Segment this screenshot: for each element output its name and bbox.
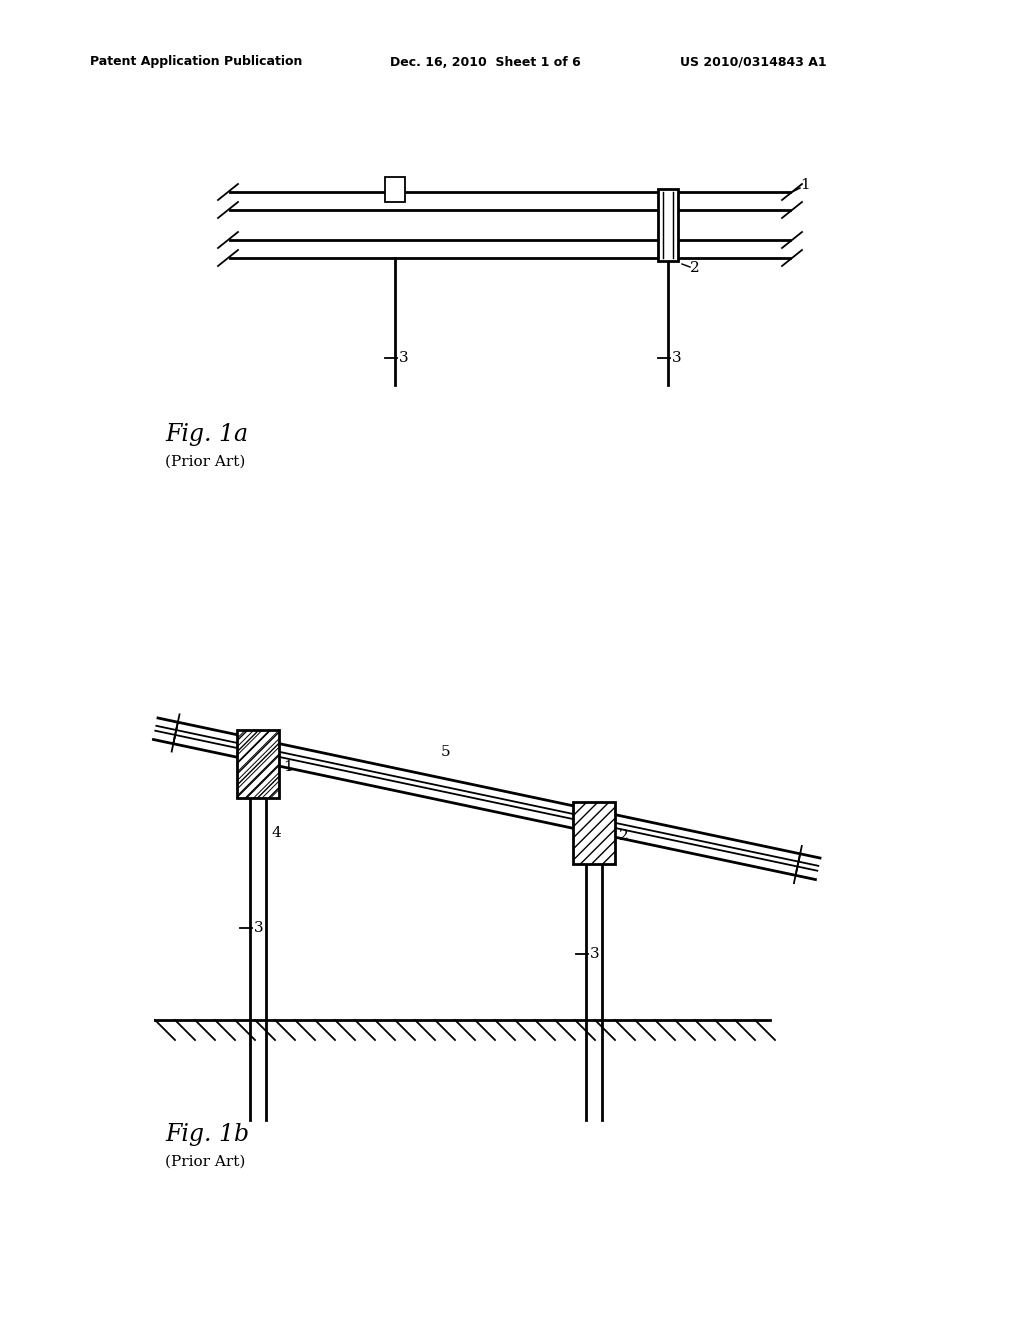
- Text: 3: 3: [399, 351, 409, 366]
- Text: 2: 2: [690, 261, 699, 275]
- Text: (Prior Art): (Prior Art): [165, 455, 246, 469]
- Bar: [658, 189, 678, 261]
- Text: US 2010/0314843 A1: US 2010/0314843 A1: [680, 55, 826, 69]
- Text: (Prior Art): (Prior Art): [165, 1155, 246, 1170]
- Text: 3: 3: [590, 946, 599, 961]
- Text: 3: 3: [672, 351, 682, 366]
- Bar: [573, 803, 615, 865]
- Bar: [237, 730, 279, 799]
- Text: Dec. 16, 2010  Sheet 1 of 6: Dec. 16, 2010 Sheet 1 of 6: [390, 55, 581, 69]
- Bar: [237, 730, 279, 799]
- Text: Fig. 1b: Fig. 1b: [165, 1123, 249, 1147]
- Bar: [573, 803, 615, 865]
- Text: 2: 2: [618, 829, 629, 843]
- Text: 1: 1: [283, 760, 293, 775]
- Text: 4: 4: [271, 826, 282, 840]
- Text: 1: 1: [800, 178, 810, 191]
- Text: Patent Application Publication: Patent Application Publication: [90, 55, 302, 69]
- Text: 3: 3: [254, 921, 263, 935]
- Text: 5: 5: [441, 744, 451, 759]
- Bar: [385, 177, 406, 202]
- Text: Fig. 1a: Fig. 1a: [165, 424, 248, 446]
